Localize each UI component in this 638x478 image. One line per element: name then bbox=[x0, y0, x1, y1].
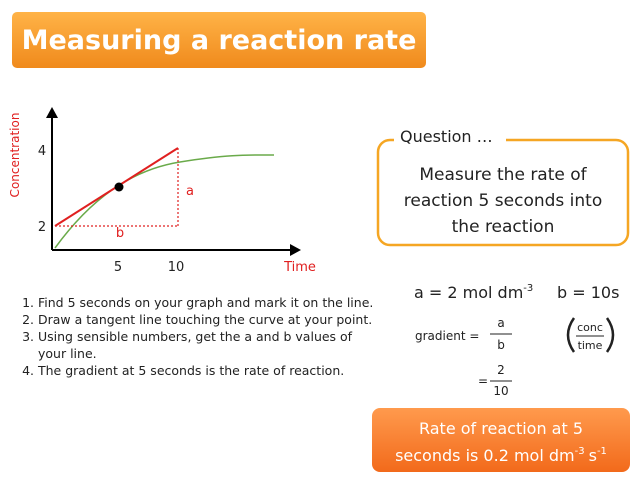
y-axis-label: Concentration bbox=[8, 113, 22, 198]
bracket bbox=[605, 317, 615, 353]
a-text: a = 2 mol dm bbox=[414, 283, 523, 302]
equals: = bbox=[478, 374, 488, 388]
result-line: seconds is 0.2 mol dm-3 s-1 bbox=[395, 446, 607, 465]
step: Draw a tangent line touching the curve a… bbox=[38, 311, 383, 328]
point bbox=[114, 182, 124, 192]
title-box bbox=[12, 12, 426, 68]
result-line: Rate of reaction at 5 bbox=[419, 419, 583, 438]
result-text: seconds is 0.2 mol dm bbox=[395, 446, 575, 465]
y-tick-label: 2 bbox=[38, 220, 46, 235]
result-box bbox=[372, 408, 630, 472]
b-value: b = 10s bbox=[557, 283, 619, 302]
a-value: a = 2 mol dm-3 bbox=[414, 283, 533, 302]
y-arrow bbox=[46, 107, 58, 118]
hint-denominator: time bbox=[578, 339, 603, 352]
a-sup: -3 bbox=[523, 283, 533, 294]
question-heading: Question … bbox=[400, 127, 493, 146]
denominator: 10 bbox=[493, 384, 508, 398]
b-label: b bbox=[116, 226, 124, 241]
x-tick-label: 5 bbox=[114, 260, 122, 275]
x-arrow bbox=[290, 244, 301, 256]
curve bbox=[54, 154, 275, 249]
title: Measuring a reaction rate bbox=[22, 25, 417, 56]
question-line: the reaction bbox=[452, 217, 555, 237]
x-tick-label: 10 bbox=[168, 260, 185, 275]
question-line: Measure the rate of bbox=[419, 165, 587, 185]
bracket bbox=[566, 317, 576, 353]
result-sup: -1 bbox=[597, 446, 607, 457]
hint-numerator: conc bbox=[577, 321, 603, 334]
steps: Find 5 seconds on your graph and mark it… bbox=[14, 294, 383, 379]
gradient-label: gradient = bbox=[415, 329, 479, 343]
step: Using sensible numbers, get the a and b … bbox=[38, 328, 383, 362]
a-label: a bbox=[186, 184, 194, 199]
result-sup: -3 bbox=[575, 446, 585, 457]
y-tick-label: 4 bbox=[38, 144, 46, 159]
question-heading-bg bbox=[394, 124, 506, 148]
question-line: reaction 5 seconds into bbox=[404, 191, 602, 211]
denominator: b bbox=[497, 338, 505, 352]
result-unit: s bbox=[589, 446, 597, 465]
numerator: 2 bbox=[497, 363, 505, 377]
step: Find 5 seconds on your graph and mark it… bbox=[38, 294, 383, 311]
x-axis-label: Time bbox=[283, 260, 316, 275]
step: The gradient at 5 seconds is the rate of… bbox=[38, 362, 383, 379]
numerator: a bbox=[497, 316, 504, 330]
